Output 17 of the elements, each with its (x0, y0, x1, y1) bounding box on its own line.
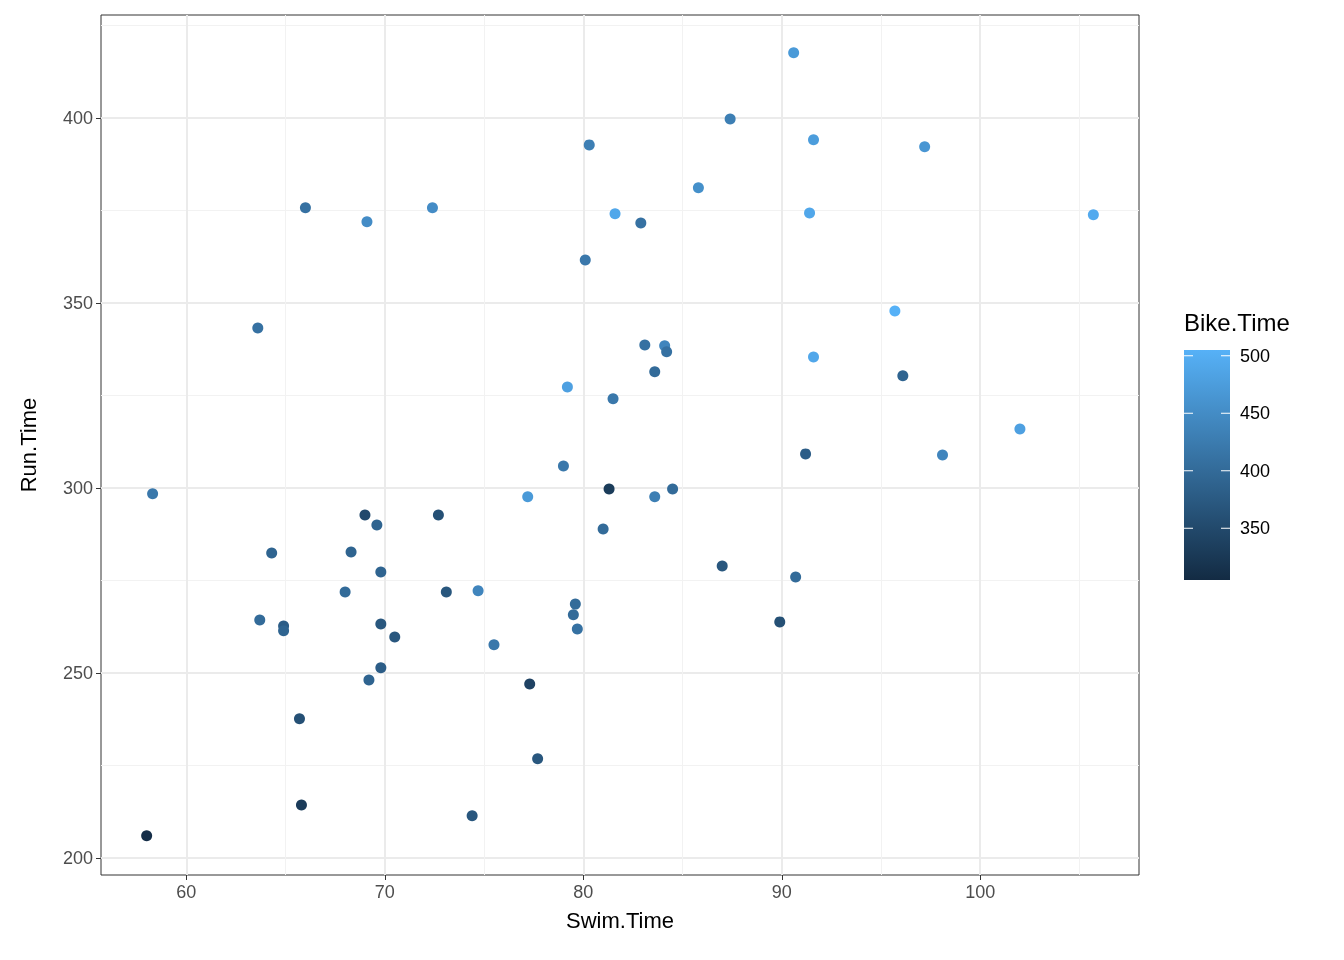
color-bar-label: 400 (1240, 460, 1271, 481)
y-tick-label: 350 (62, 292, 93, 313)
x-tick-label: 60 (176, 882, 197, 902)
x-axis-title: Swim.Time (566, 907, 674, 933)
color-bar-label: 450 (1240, 403, 1271, 424)
y-tick-label: 250 (62, 662, 93, 683)
x-tick-label: 100 (965, 882, 996, 902)
y-tick-label: 300 (62, 477, 93, 498)
color-bar-label: 500 (1240, 345, 1271, 366)
color-bar-title: Bike.Time (1184, 308, 1290, 336)
y-axis-title: Run.Time (15, 397, 41, 493)
x-tick-label: 80 (573, 882, 594, 902)
x-tick-label: 70 (374, 882, 395, 902)
x-tick-label: 90 (771, 882, 792, 902)
color-bar-label: 350 (1240, 518, 1271, 539)
y-tick-label: 200 (62, 847, 93, 868)
y-tick-label: 400 (62, 107, 93, 128)
